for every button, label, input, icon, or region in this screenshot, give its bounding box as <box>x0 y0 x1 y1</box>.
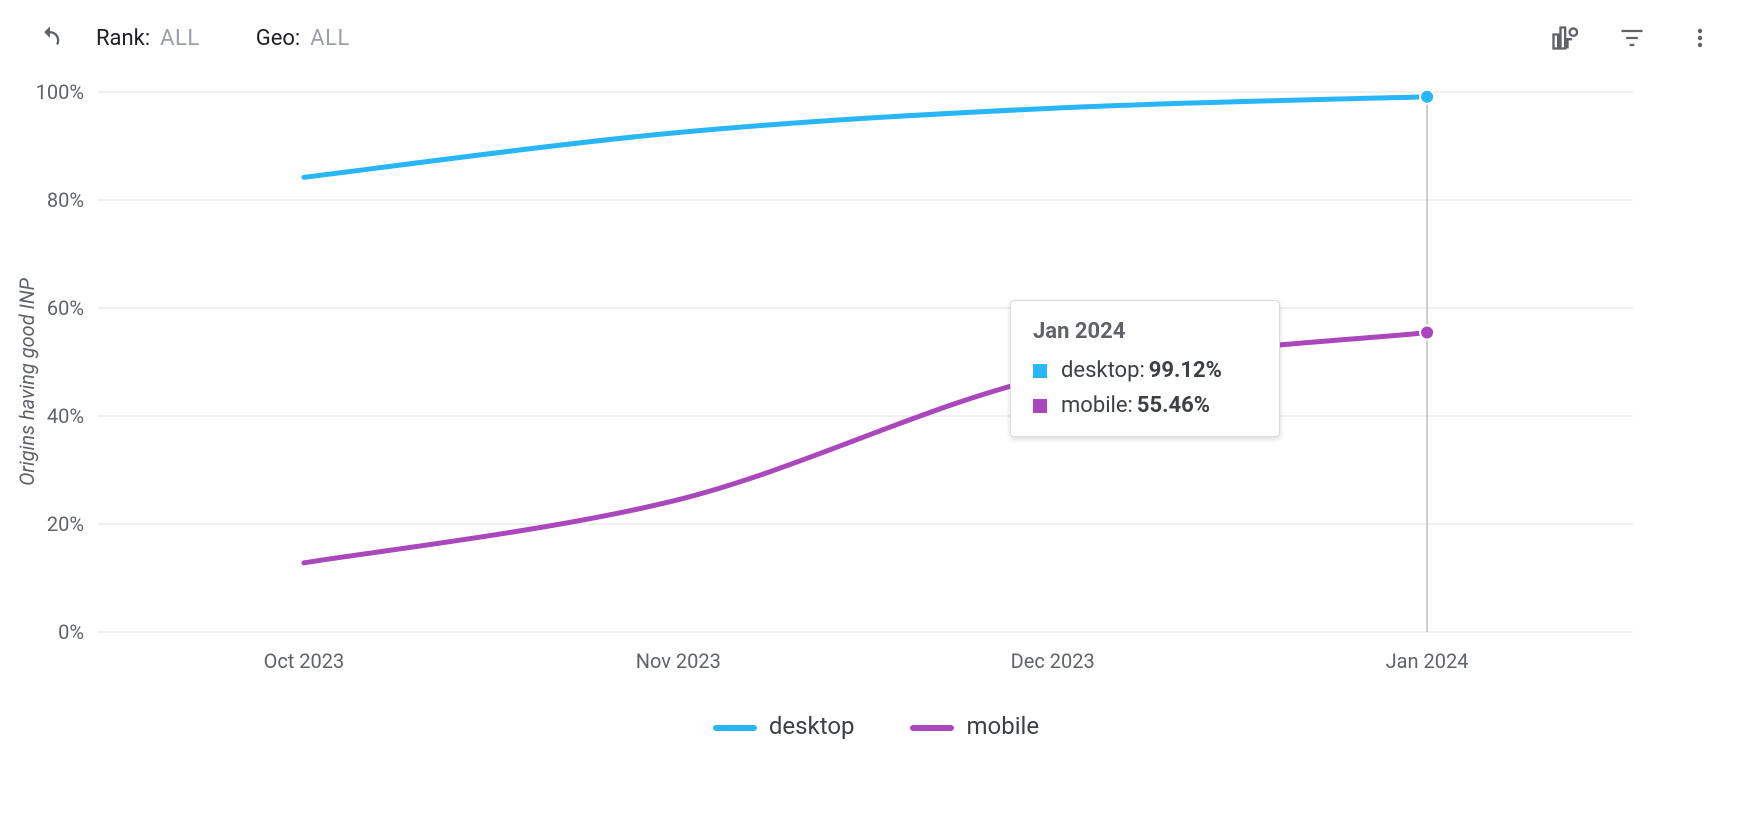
marker-desktop <box>1420 90 1434 104</box>
filter-rank-label: Rank: <box>96 26 150 51</box>
legend-item[interactable]: mobile <box>910 712 1039 740</box>
tooltip-series-value: 99.12% <box>1149 358 1222 383</box>
x-tick-label: Jan 2024 <box>1386 649 1469 673</box>
tooltip-row: mobile: 55.46% <box>1033 393 1257 418</box>
filter-geo-label: Geo: <box>256 26 301 51</box>
y-tick-label: 40% <box>47 404 84 428</box>
x-tick-label: Dec 2023 <box>1011 649 1095 673</box>
y-tick-label: 80% <box>47 188 84 212</box>
line-chart[interactable]: 0% 20% 40% 60% 80% 100% Oct 2023 Nov 2023 Dec 20… <box>8 72 1648 692</box>
tooltip-series-label: mobile: <box>1061 393 1133 418</box>
filter-rank[interactable]: Rank: ALL <box>96 26 200 51</box>
marker-mobile <box>1420 326 1434 340</box>
legend-label: desktop <box>769 712 855 740</box>
y-tick-label: 100% <box>36 80 84 104</box>
legend-swatch <box>910 725 954 731</box>
x-tick-label: Oct 2023 <box>264 649 345 673</box>
tooltip-swatch <box>1033 399 1047 413</box>
undo-icon <box>36 24 64 52</box>
tooltip-series-label: desktop: <box>1061 358 1145 383</box>
legend-swatch <box>713 725 757 731</box>
legend-label: mobile <box>966 712 1039 740</box>
tooltip-title: Jan 2024 <box>1033 319 1257 344</box>
y-tick-label: 20% <box>47 512 84 536</box>
filter-rank-value: ALL <box>160 26 200 51</box>
filter-geo[interactable]: Geo: ALL <box>256 26 350 51</box>
filter-geo-value: ALL <box>310 26 350 51</box>
y-tick-label: 0% <box>58 620 84 644</box>
chart-settings-icon <box>1550 24 1578 52</box>
series-desktop[interactable] <box>304 97 1427 178</box>
undo-button[interactable] <box>28 16 72 60</box>
legend-item[interactable]: desktop <box>713 712 855 740</box>
tooltip-swatch <box>1033 364 1047 378</box>
filter-icon <box>1618 24 1646 52</box>
x-tick-label: Nov 2023 <box>636 649 721 673</box>
tooltip-row: desktop: 99.12% <box>1033 358 1257 383</box>
tooltip-series-value: 55.46% <box>1137 393 1210 418</box>
tooltip: Jan 2024 desktop: 99.12% mobile: 55.46% <box>1010 300 1280 437</box>
more-vert-icon <box>1688 24 1712 52</box>
toolbar: Rank: ALL Geo: ALL <box>0 0 1752 72</box>
chart-settings-button[interactable] <box>1540 14 1588 62</box>
y-tick-label: 60% <box>47 296 84 320</box>
y-axis-label: Origins having good INP <box>15 278 39 486</box>
more-button[interactable] <box>1676 14 1724 62</box>
chart-area: Origins having good INP 0% 20% 40% 60% 80% 10… <box>0 72 1752 692</box>
legend: desktop mobile <box>0 712 1752 740</box>
filter-button[interactable] <box>1608 14 1656 62</box>
